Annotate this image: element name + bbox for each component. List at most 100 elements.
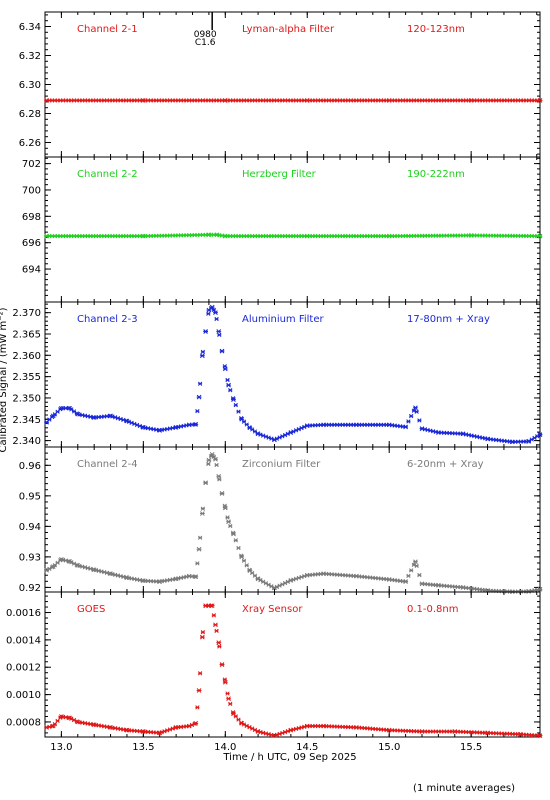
panel-label: 190-222nm: [407, 169, 465, 180]
data-point: [219, 491, 225, 496]
panel-label: 120-123nm: [407, 24, 465, 35]
data-point: [200, 506, 206, 511]
y-axis-label: Calibrated Signal / (mW m⁻²): [0, 307, 9, 452]
data-point: [386, 577, 392, 582]
data-point: [196, 688, 202, 693]
data-point: [222, 679, 228, 685]
data-point: [228, 388, 233, 393]
data-point: [517, 731, 523, 737]
y-tick-label: 2.355: [12, 372, 41, 383]
data-point: [386, 727, 392, 733]
data-point: [239, 554, 245, 560]
data-point: [217, 332, 222, 338]
panel-label: Channel 2-2: [77, 169, 138, 180]
data-point: [537, 733, 543, 738]
panel-label: Lyman-alpha Filter: [242, 24, 335, 35]
data-point: [200, 349, 206, 355]
data-point: [213, 456, 218, 462]
data-point: [195, 408, 200, 414]
data-point: [196, 394, 202, 400]
data-point: [419, 729, 425, 734]
data-point: [108, 413, 113, 419]
data-point: [222, 233, 228, 239]
panel-label: Zirconium Filter: [242, 459, 321, 470]
data-point: [44, 725, 50, 730]
data-point: [67, 715, 72, 721]
panel-label: Channel 2-1: [77, 24, 138, 35]
data-point: [406, 419, 411, 424]
y-tick-label: 2.345: [12, 415, 41, 426]
data-point: [236, 545, 241, 551]
data-point: [417, 418, 422, 423]
panel-label: 17-80nm + Xray: [407, 314, 490, 325]
data-point: [414, 563, 419, 569]
data-point: [214, 628, 219, 634]
data-point: [386, 422, 392, 428]
data-point: [222, 98, 228, 103]
y-tick-label: 694: [22, 265, 41, 276]
data-point: [197, 381, 203, 386]
data-point: [44, 567, 50, 573]
panel-label: GOES: [77, 604, 105, 615]
data-point: [288, 430, 294, 435]
data-point: [58, 405, 64, 411]
data-point: [197, 671, 203, 676]
y-tick-label: 698: [22, 212, 41, 223]
y-tick-label: 0.92: [19, 583, 41, 594]
data-point: [255, 729, 261, 734]
data-point: [199, 634, 205, 640]
data-point: [226, 382, 231, 388]
panel-label: 0.1-0.8nm: [407, 604, 459, 615]
data-point: [196, 546, 202, 552]
data-point: [354, 422, 359, 428]
flare-marker-label: 0980: [194, 30, 217, 40]
x-tick-label: 13.0: [50, 742, 72, 753]
data-point: [526, 589, 531, 594]
data-point: [157, 428, 163, 433]
data-point: [460, 431, 466, 437]
data-point: [157, 730, 163, 736]
data-point: [91, 415, 97, 420]
data-point: [44, 233, 50, 239]
data-point: [209, 451, 215, 457]
data-point: [354, 725, 359, 730]
y-tick-label: 700: [22, 185, 41, 196]
y-tick-label: 2.350: [12, 393, 41, 404]
data-point: [403, 579, 408, 584]
data-point: [67, 559, 72, 564]
data-point: [206, 461, 211, 467]
data-point: [272, 437, 277, 443]
data-point: [304, 423, 310, 429]
data-point: [173, 725, 179, 730]
data-point: [203, 480, 209, 486]
data-point: [403, 424, 408, 430]
data-point: [386, 233, 392, 239]
data-point: [435, 430, 441, 435]
data-point: [321, 723, 327, 729]
data-point: [203, 329, 209, 334]
data-point: [213, 622, 218, 628]
data-point: [226, 519, 231, 525]
y-tick-label: 2.340: [12, 436, 41, 447]
data-point: [186, 422, 192, 428]
data-point: [225, 377, 230, 383]
y-tick-label: 0.0008: [6, 717, 41, 728]
data-point: [209, 304, 215, 310]
data-point: [219, 348, 225, 354]
data-point: [67, 405, 72, 411]
data-point: [452, 729, 458, 734]
data-point: [157, 579, 163, 584]
averaging-note: (1 minute averages): [413, 783, 515, 794]
data-point: [75, 411, 81, 417]
data-point: [239, 720, 245, 726]
data-point: [288, 578, 294, 583]
panel-5: 0.0008 0.0010 0.0012 0.0014 0.0016 GOES Xray S…: [6, 591, 543, 753]
data-point: [216, 473, 222, 479]
data-point: [409, 413, 414, 419]
data-point: [195, 705, 200, 710]
data-point: [417, 572, 422, 578]
data-point: [460, 585, 466, 590]
data-point: [537, 586, 543, 592]
data-point: [228, 523, 233, 529]
data-point: [108, 571, 113, 577]
